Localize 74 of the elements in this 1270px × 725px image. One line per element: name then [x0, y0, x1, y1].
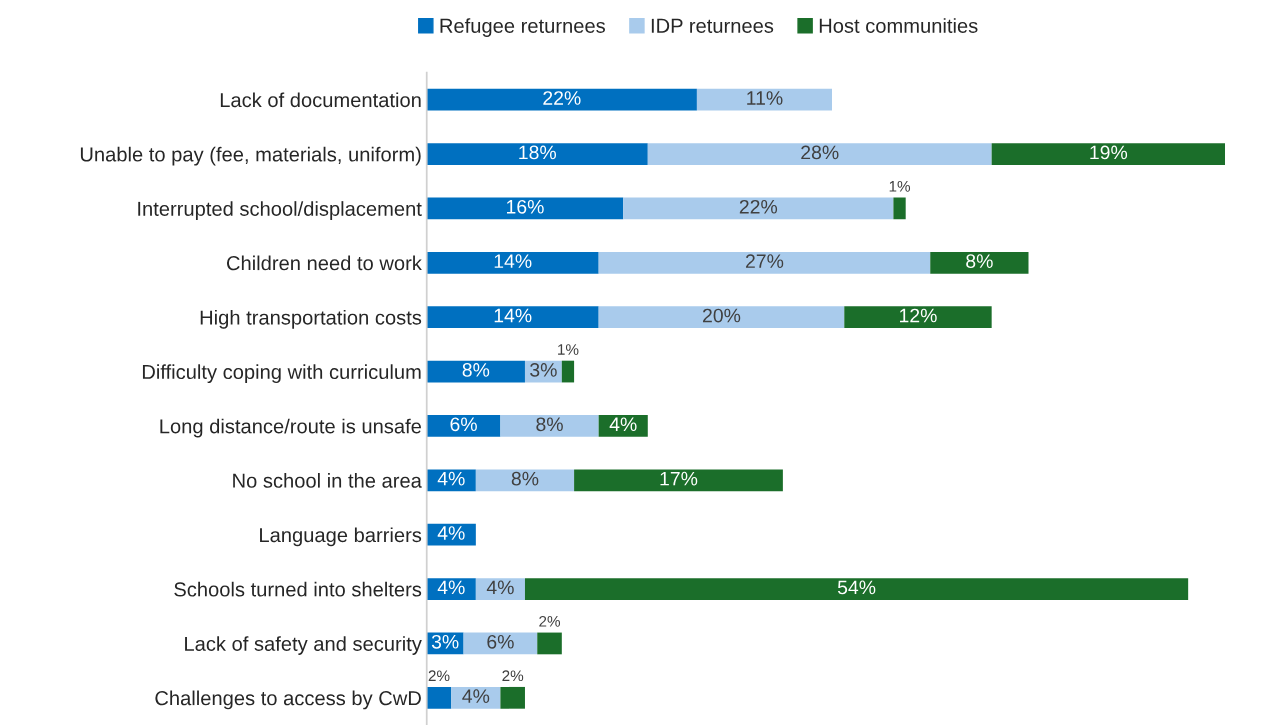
bar: [451, 686, 501, 709]
bar: [426, 415, 501, 437]
data-label: 18%: [519, 145, 557, 160]
data-label: 4%: [462, 689, 490, 703]
y-tick-label: Challenges to access by CwD: [155, 690, 421, 710]
data-label: 6%: [450, 417, 477, 432]
data-label: 4%: [437, 471, 465, 486]
bar: [598, 306, 845, 329]
bar: [500, 686, 525, 709]
data-label: 4%: [437, 580, 465, 595]
data-label: 8%: [966, 254, 993, 269]
bar: [426, 251, 599, 274]
data-label: 2%: [539, 615, 561, 627]
bar: [623, 197, 894, 220]
data-label: 1%: [889, 181, 911, 192]
data-label: 20%: [702, 308, 741, 323]
bar: [475, 578, 525, 600]
data-label: 1%: [558, 344, 579, 355]
data-label: 17%: [660, 471, 698, 486]
data-label: 27%: [745, 254, 784, 268]
data-label: 22%: [543, 91, 581, 105]
y-tick-label: Unable to pay (fee, materials, uniform): [80, 146, 421, 166]
data-label: 54%: [837, 580, 876, 595]
data-label: 16%: [507, 199, 544, 214]
data-label: 14%: [494, 308, 532, 323]
bar: [598, 415, 648, 437]
data-label: 8%: [511, 471, 539, 486]
bar: [426, 143, 648, 165]
legend-label: Host communities: [819, 18, 978, 33]
y-tick-label: Schools turned into shelters: [174, 581, 422, 597]
data-label: 22%: [739, 199, 778, 214]
bar: [893, 197, 906, 220]
bar: [426, 88, 697, 111]
data-label: 4%: [486, 580, 514, 595]
y-tick-label: Interrupted school/displacement: [138, 201, 422, 220]
bar: [426, 306, 599, 329]
bar: [844, 306, 992, 329]
y-tick-label: Difficulty coping with curriculum: [142, 364, 421, 384]
data-label: 2%: [502, 670, 524, 682]
bar: [647, 143, 992, 165]
data-label: 4%: [609, 417, 637, 432]
bar: [696, 88, 832, 111]
y-tick-label: No school in the area: [233, 473, 422, 488]
data-label: 4%: [437, 526, 465, 540]
y-tick-label: Lack of safety and security: [185, 636, 422, 655]
data-label: 3%: [431, 634, 459, 649]
y-tick-label: Lack of documentation: [220, 92, 421, 108]
y-tick-label: High transportation costs: [200, 309, 422, 329]
bar: [524, 578, 1189, 600]
bar: [426, 197, 624, 220]
y-tick-label: Long distance/route is unsafe: [160, 418, 421, 438]
y-tick-label: Children need to work: [226, 255, 422, 271]
data-label: 11%: [747, 91, 783, 105]
data-label: 12%: [900, 308, 937, 323]
bar: [500, 415, 599, 437]
bar: [598, 251, 931, 274]
data-label: 3%: [530, 363, 557, 377]
data-label: 19%: [1090, 145, 1128, 160]
bar: [930, 251, 1029, 274]
bar: [561, 360, 575, 383]
bar: [537, 632, 562, 655]
bar: [475, 469, 575, 492]
bar: [574, 469, 783, 492]
bar: [426, 686, 452, 709]
data-label: 2%: [428, 670, 450, 682]
bar: [991, 143, 1226, 165]
legend-label: IDP returnees: [651, 18, 774, 33]
data-label: 14%: [494, 254, 532, 268]
legend-label: Refugee returnees: [440, 18, 605, 37]
data-label: 6%: [487, 634, 514, 649]
data-label: 8%: [462, 363, 490, 377]
y-tick-label: Language barriers: [260, 527, 422, 547]
data-label: 8%: [536, 417, 563, 432]
data-label: 28%: [801, 145, 839, 160]
